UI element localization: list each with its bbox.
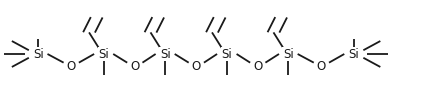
Text: Si: Si [33,48,44,60]
Text: Si: Si [349,48,360,60]
Text: Si: Si [160,48,171,60]
Text: O: O [317,60,326,73]
Text: O: O [67,60,76,73]
Text: O: O [253,60,262,73]
Text: O: O [192,60,201,73]
Text: O: O [130,60,139,73]
Text: Si: Si [98,48,109,60]
Text: Si: Si [221,48,232,60]
Text: Si: Si [283,48,294,60]
